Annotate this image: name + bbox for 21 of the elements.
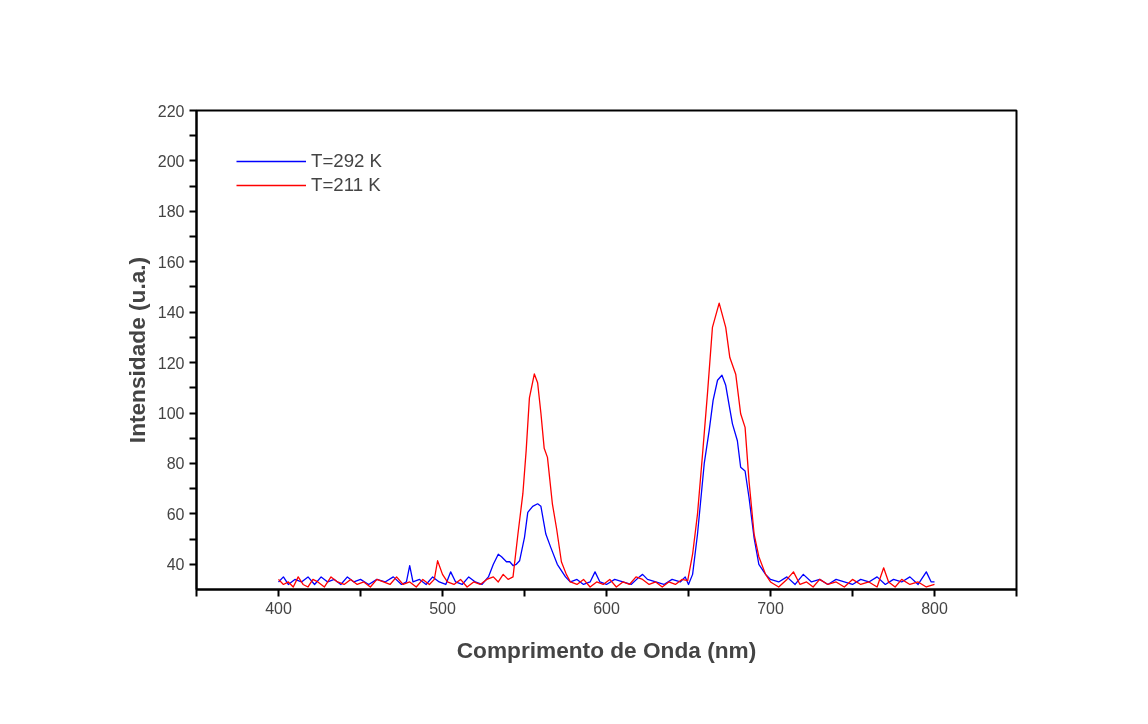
x-tick-label: 700 [757,599,784,617]
y-axis-title: Intensidade (u.a.) [123,256,150,444]
y-tick-label: 160 [157,253,185,271]
y-tick-label: 80 [166,455,185,473]
y-tick-label: 100 [157,405,185,423]
y-tick-label: 200 [157,152,185,170]
x-tick-label: 500 [429,599,456,617]
y-tick-label: 60 [166,505,185,523]
y-tick-label: 140 [157,304,185,322]
x-tick-label: 600 [593,599,620,617]
legend-label: T=211 K [311,174,381,196]
y-tick-label: 40 [166,556,185,574]
x-tick-label: 800 [921,599,948,617]
line-series [277,302,936,588]
y-tick-label: 120 [157,354,185,372]
y-tick-label: 220 [157,102,185,120]
line-series [277,374,936,586]
y-tick-label: 180 [157,203,185,221]
x-tick-label: 400 [265,599,292,617]
legend-label: T=292 K [311,150,383,172]
x-axis-title: Comprimento de Onda (nm) [456,636,757,663]
